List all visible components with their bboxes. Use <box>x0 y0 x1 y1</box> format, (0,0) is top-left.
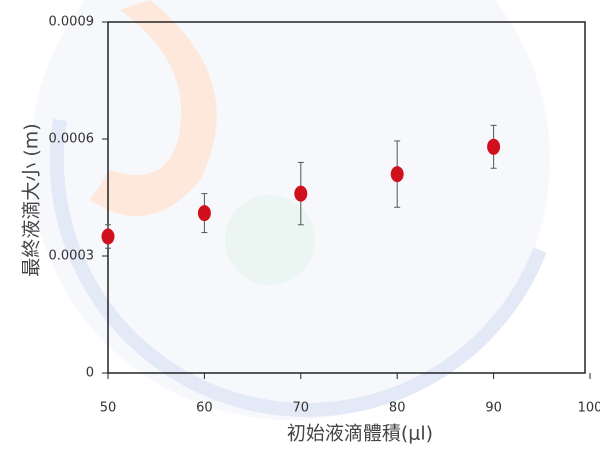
x-tick-label: 70 <box>293 401 310 416</box>
x-axis-title: 初始液滴體積(μl) <box>287 423 433 445</box>
y-tick-label: 0.0009 <box>49 15 95 30</box>
point <box>294 185 308 202</box>
y-tick-label: 0.0006 <box>49 132 95 147</box>
point <box>487 138 501 155</box>
y-tick-label: 0.0003 <box>49 249 95 264</box>
point <box>101 228 115 245</box>
point <box>390 166 404 183</box>
watermark-dot <box>225 195 315 285</box>
watermark <box>30 0 550 420</box>
y-tick-label: 0 <box>86 366 94 381</box>
x-tick-label: 50 <box>100 401 117 416</box>
y-axis-title: 最終液滴大小 (m) <box>21 123 43 276</box>
plot-frame <box>107 21 586 374</box>
watermark-shape <box>90 0 217 216</box>
x-tick-label: 80 <box>389 401 406 416</box>
point <box>197 205 211 222</box>
x-tick-label: 60 <box>196 401 213 416</box>
watermark-arc <box>49 118 547 417</box>
x-tick-label: 100 <box>578 401 600 416</box>
x-tick-label: 90 <box>485 401 502 416</box>
